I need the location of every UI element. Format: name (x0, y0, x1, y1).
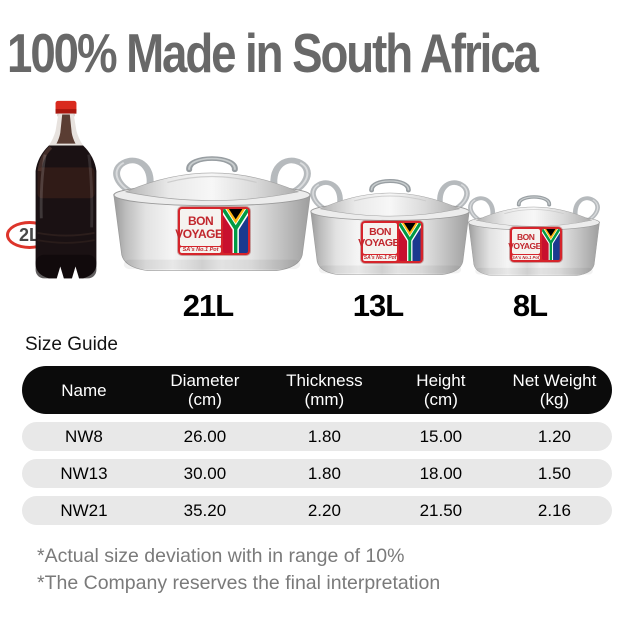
cell-name: NW21 (60, 500, 108, 520)
cell-name: NW13 (60, 463, 108, 483)
size-guide-table: Name Diameter (cm) Thickness (mm) Height (c… (22, 366, 612, 525)
cell-net-weight: 1.50 (537, 463, 571, 483)
cell-net-weight: 2.16 (537, 500, 571, 520)
cell-net-weight: 1.20 (537, 426, 571, 446)
footnote-deviation: *Actual size deviation with in range of … (37, 545, 405, 567)
footnote-interpretation: *The Company reserves the final interpre… (37, 572, 441, 594)
bon-voyage-label: BON VOYAGE® SA's No.1 Pot (358, 220, 423, 263)
brand-name: BON VOYAGE® (358, 222, 403, 254)
pot-13l-image: BON VOYAGE® SA's No.1 Pot (298, 168, 482, 280)
cell-name: NW8 (65, 426, 103, 446)
footnotes: *Actual size deviation with in range of … (37, 543, 440, 597)
table-row-nw13: NW13 30.00 1.80 18.00 1.50 (22, 459, 612, 488)
bon-voyage-label: BON VOYAGE® SA's No.1 Pot (175, 207, 251, 256)
brand-name: BON VOYAGE® (508, 229, 544, 255)
cell-height: 18.00 (419, 463, 463, 483)
cell-thickness: 1.80 (307, 463, 341, 483)
south-africa-flag-icon (542, 229, 560, 260)
cell-thickness: 2.20 (307, 500, 341, 520)
capacity-label-21l: 21L (182, 288, 234, 323)
cell-height: 21.50 (419, 500, 463, 520)
page-title: 100% Made in South Africa (7, 22, 539, 84)
cola-bottle-image (35, 100, 97, 280)
table-header-row: Name Diameter (cm) Thickness (mm) Height (c… (22, 366, 612, 414)
pot-8l-image: BON VOYAGE® SA's No.1 Pot (458, 186, 610, 280)
cell-thickness: 1.80 (307, 426, 341, 446)
table-row-nw8: NW8 26.00 1.80 15.00 1.20 (22, 422, 612, 451)
bottle-volume-text: 2L (18, 224, 40, 245)
cell-diameter: 26.00 (183, 426, 227, 446)
brand-tagline: SA's No.1 Pot (180, 247, 221, 254)
column-header-diameter: Diameter (cm) (170, 371, 240, 409)
brand-tagline: SA's No.1 Pot (362, 254, 398, 261)
south-africa-flag-icon (223, 209, 248, 253)
pot-21l-image: BON VOYAGE® SA's No.1 Pot (98, 143, 326, 277)
column-header-net-weight: Net Weight (kg) (512, 371, 597, 409)
capacity-label-13l: 13L (352, 288, 404, 323)
column-header-thickness: Thickness (mm) (286, 371, 363, 409)
column-header-height: Height (cm) (416, 371, 466, 409)
size-guide-heading: Size Guide (25, 334, 118, 355)
cell-diameter: 30.00 (183, 463, 227, 483)
brand-name: BON VOYAGE® (175, 209, 227, 247)
table-row-nw21: NW21 35.20 2.20 21.50 2.16 (22, 496, 612, 525)
cell-diameter: 35.20 (183, 500, 227, 520)
cell-height: 15.00 (419, 426, 463, 446)
bon-voyage-label: BON VOYAGE® SA's No.1 Pot (508, 227, 562, 263)
column-header-name: Name (61, 380, 107, 400)
capacity-label-8l: 8L (512, 288, 548, 323)
south-africa-flag-icon (399, 223, 421, 261)
brand-tagline: SA's No.1 Pot (511, 255, 540, 261)
